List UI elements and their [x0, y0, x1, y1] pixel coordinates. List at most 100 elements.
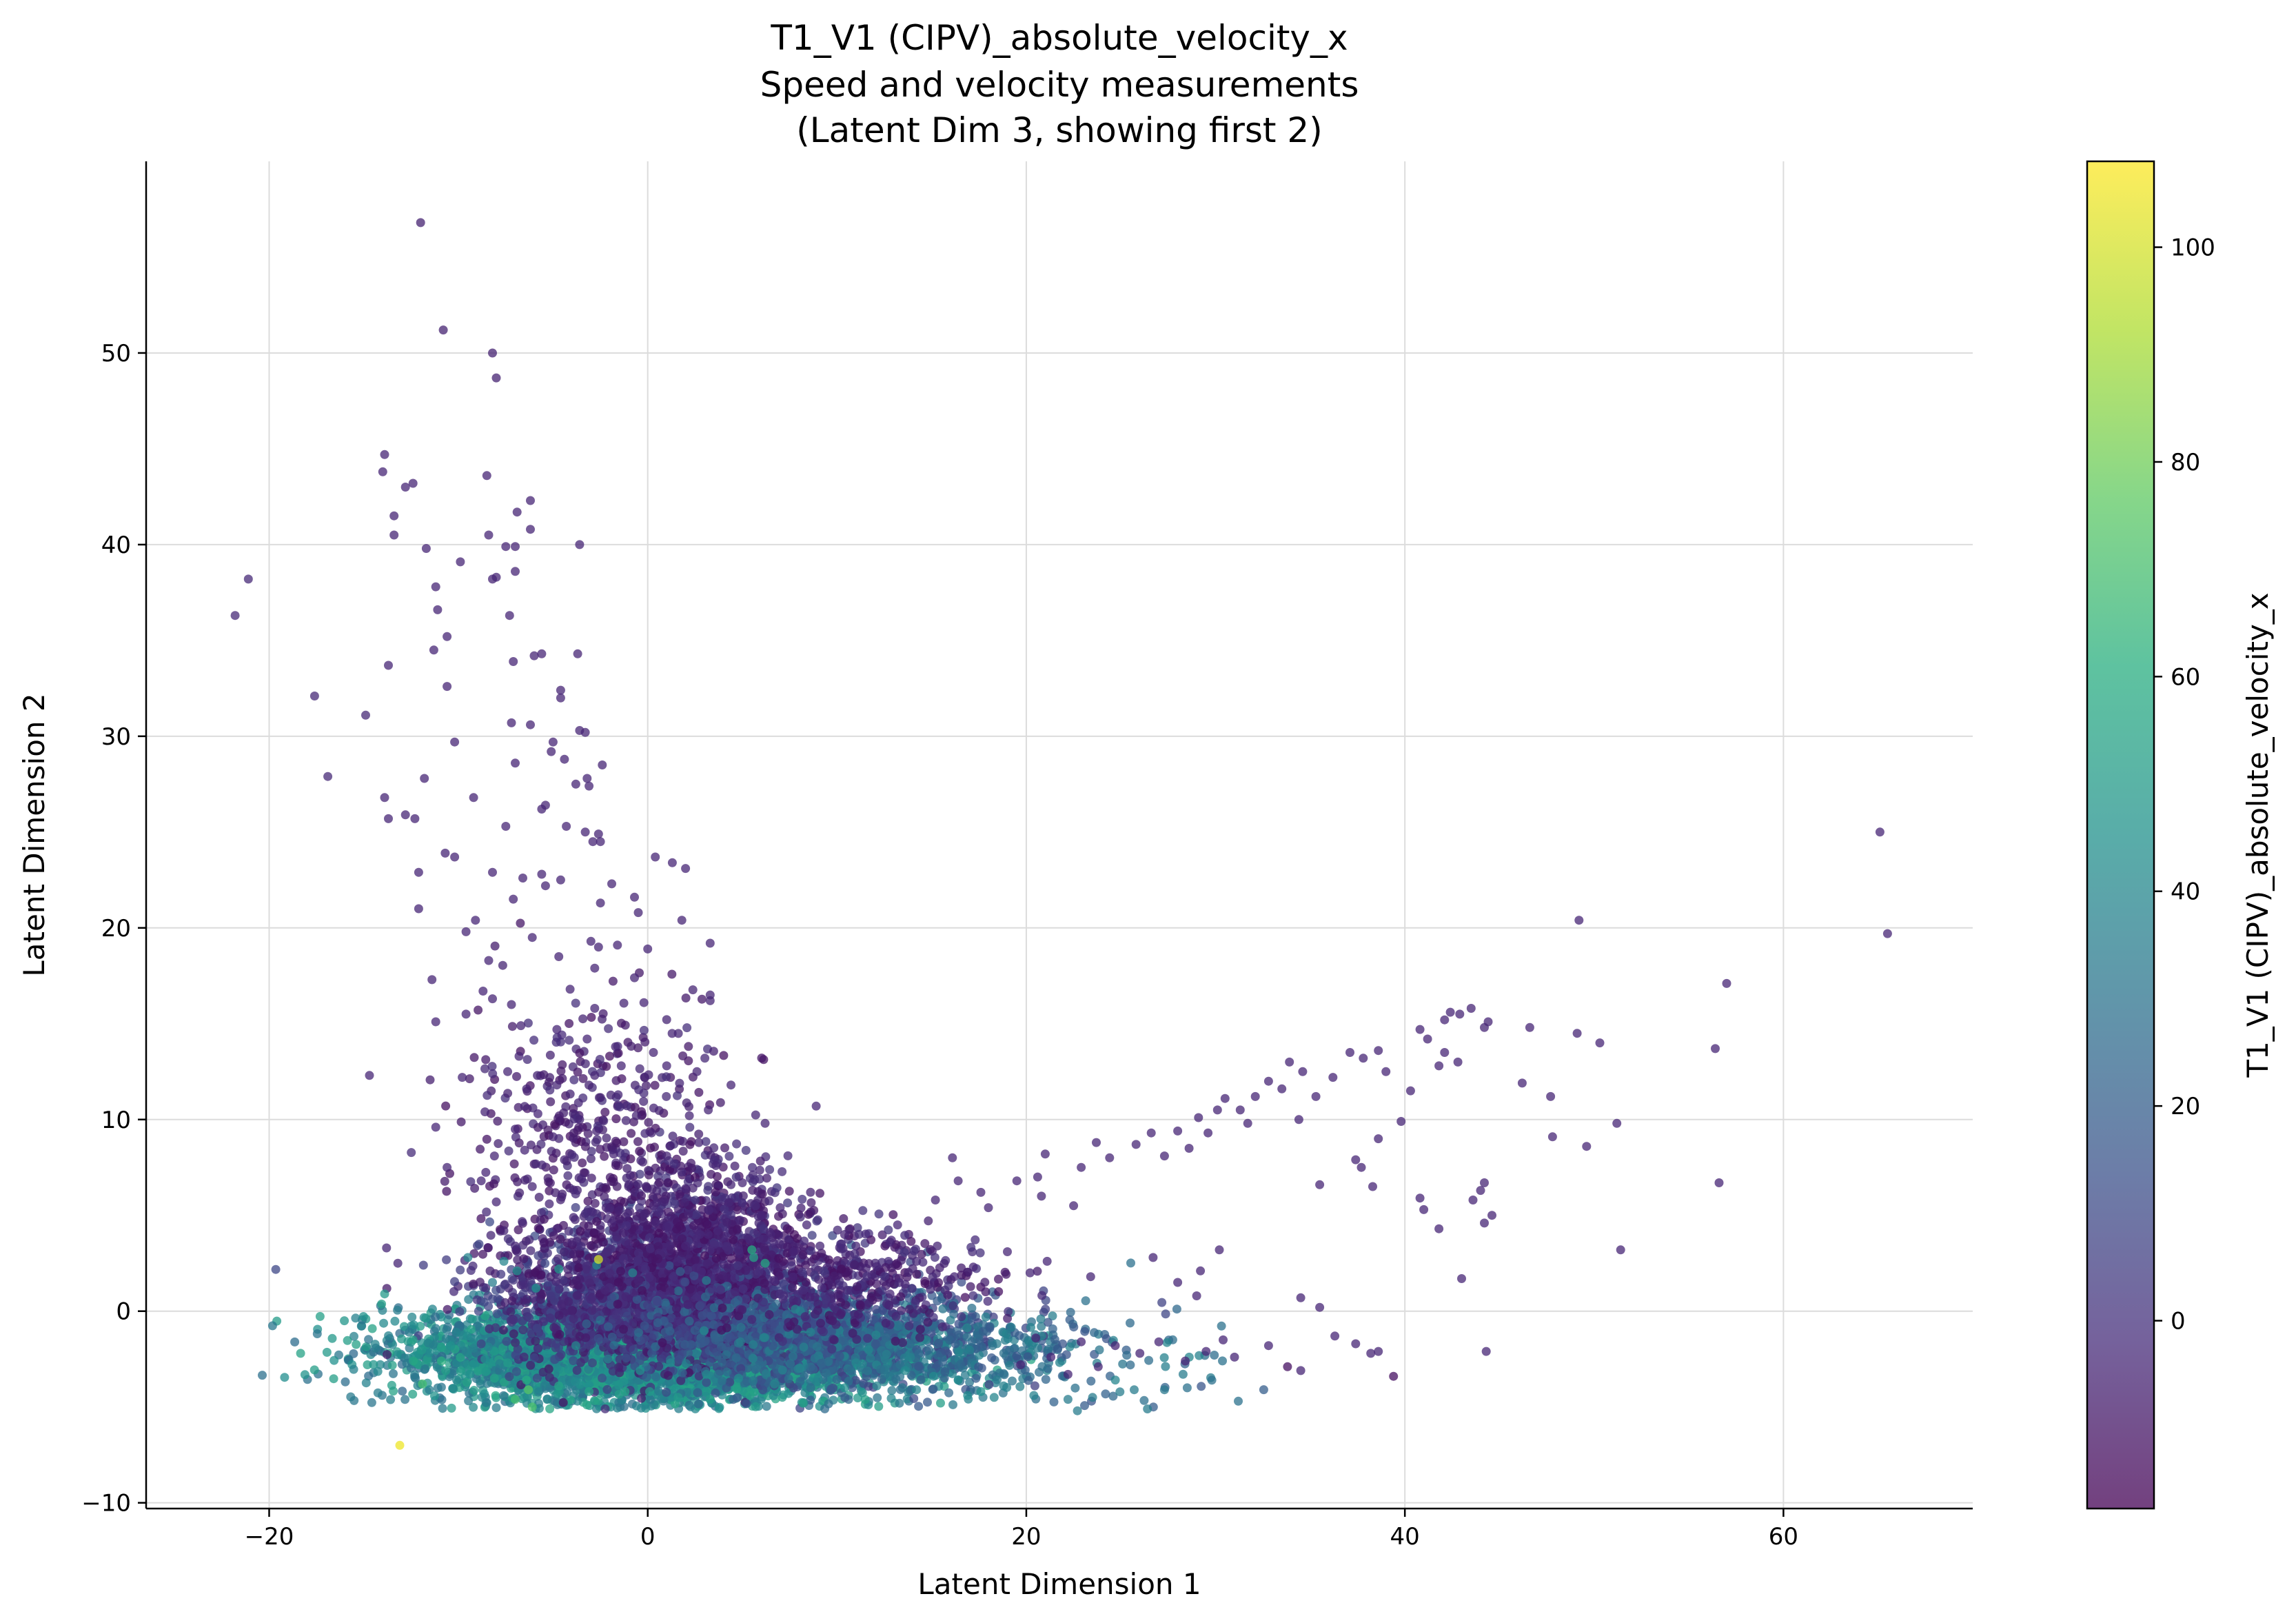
- scatter-point: [441, 1366, 451, 1375]
- scatter-point: [361, 1378, 371, 1388]
- scatter-point: [312, 1329, 322, 1338]
- scatter-point: [433, 1383, 443, 1393]
- chart-title-line-2: Speed and velocity measurements: [760, 65, 1359, 105]
- scatter-point: [936, 1398, 945, 1408]
- scatter-point: [322, 1347, 332, 1357]
- scatter-point: [409, 1356, 418, 1366]
- scatter-point: [545, 1404, 555, 1413]
- scatter-point: [448, 1384, 458, 1393]
- scatter-point: [469, 1402, 478, 1412]
- scatter-point: [386, 1395, 396, 1404]
- scatter-point: [874, 1402, 884, 1411]
- scatter-point: [469, 1344, 478, 1353]
- scatter-point: [387, 1380, 396, 1390]
- scatter-point: [377, 1299, 387, 1309]
- scatter-point: [646, 1395, 655, 1404]
- scatter-point: [425, 1348, 434, 1358]
- scatter-point: [534, 1387, 543, 1397]
- scatter-point: [389, 1369, 398, 1378]
- scatter-point: [379, 1318, 389, 1328]
- scatter-point: [349, 1349, 358, 1358]
- scatter-point: [469, 1358, 479, 1368]
- scatter-point: [571, 1202, 580, 1212]
- scatter-point: [437, 1395, 447, 1404]
- scatter-point: [562, 1388, 571, 1398]
- scatter-point: [329, 1355, 339, 1365]
- scatter-point: [442, 1325, 451, 1335]
- scatter-point: [367, 1324, 377, 1333]
- scatter-point: [407, 1312, 417, 1322]
- scatter-point: [343, 1335, 352, 1345]
- scatter-point: [315, 1311, 325, 1321]
- scatter-point: [452, 1375, 461, 1385]
- scatter-point: [498, 1343, 508, 1353]
- scatter-point: [376, 1360, 385, 1369]
- scatter-point: [267, 1321, 277, 1331]
- chart-title-line-3: (Latent Dim 3, showing first 2): [796, 110, 1323, 150]
- scatter-point: [714, 1404, 724, 1413]
- scatter-point: [421, 1313, 431, 1323]
- scatter-point: [582, 1400, 591, 1410]
- scatter-point: [392, 1350, 402, 1360]
- scatter-point: [491, 1391, 500, 1400]
- scatter-point: [296, 1349, 305, 1358]
- scatter-point: [499, 1391, 509, 1400]
- scatter-point: [398, 1387, 407, 1396]
- scatter-point: [327, 1333, 337, 1343]
- scatter-point: [534, 1404, 544, 1413]
- scatter-point: [329, 1374, 338, 1384]
- scatter-point: [280, 1373, 289, 1382]
- scatter-point: [417, 1345, 427, 1355]
- scatter-point: [887, 1386, 897, 1395]
- scatter-point: [552, 1362, 562, 1372]
- scatter-point: [384, 1331, 394, 1340]
- scatter-point: [393, 1305, 403, 1315]
- scatter-point: [948, 1400, 957, 1409]
- scatter-point: [593, 1395, 603, 1405]
- scatter-point: [367, 1398, 376, 1407]
- scatter-point: [853, 1393, 862, 1402]
- scatter-point: [895, 1398, 904, 1408]
- scatter-point: [447, 1403, 456, 1413]
- scatter-point: [423, 1338, 433, 1348]
- scatter-point: [625, 1371, 635, 1380]
- scatter-point: [495, 1359, 505, 1369]
- scatter-point: [427, 1304, 437, 1314]
- scatter-point: [429, 1391, 439, 1400]
- scatter-point: [400, 1395, 410, 1404]
- scatter-point: [464, 1396, 474, 1406]
- scatter-point: [409, 1320, 418, 1330]
- scatter-point: [480, 1367, 490, 1376]
- scatter-point: [454, 1320, 464, 1330]
- scatter-point: [352, 1340, 361, 1349]
- scatter-point: [340, 1316, 349, 1326]
- scatter-point: [364, 1335, 374, 1344]
- scatter-point: [467, 1314, 477, 1324]
- scatter-point: [462, 1378, 471, 1387]
- chart-title-line-1: T1_V1 (CIPV)_absolute_velocity_x: [770, 18, 1348, 58]
- scatter-point: [480, 1311, 490, 1320]
- scatter-point: [373, 1367, 383, 1376]
- scatter-point: [467, 1324, 476, 1334]
- scatter-point: [436, 1342, 446, 1352]
- scatter-point: [474, 1367, 483, 1376]
- scatter-point: [408, 1389, 418, 1399]
- scatter-point: [387, 1360, 397, 1370]
- scatter-point: [61, 1331, 70, 1340]
- scatter-point: [349, 1331, 358, 1341]
- grid-lines: [146, 161, 1973, 1509]
- scatter-point: [449, 1366, 459, 1375]
- scatter-point: [309, 1365, 319, 1375]
- scatter-point: [751, 1402, 760, 1411]
- scatter-point: [469, 1386, 479, 1395]
- scatter-point: [369, 1360, 378, 1369]
- scatter-point: [351, 1313, 360, 1323]
- scatter-point: [477, 1393, 487, 1402]
- scatter-point: [553, 1389, 562, 1398]
- scatter-point: [464, 1295, 474, 1304]
- scatter-point: [438, 1404, 447, 1413]
- scatter-point: [653, 1387, 663, 1396]
- scatter-point: [410, 1372, 420, 1382]
- scatter-point: [482, 1379, 492, 1388]
- scatter-point: [571, 1377, 580, 1387]
